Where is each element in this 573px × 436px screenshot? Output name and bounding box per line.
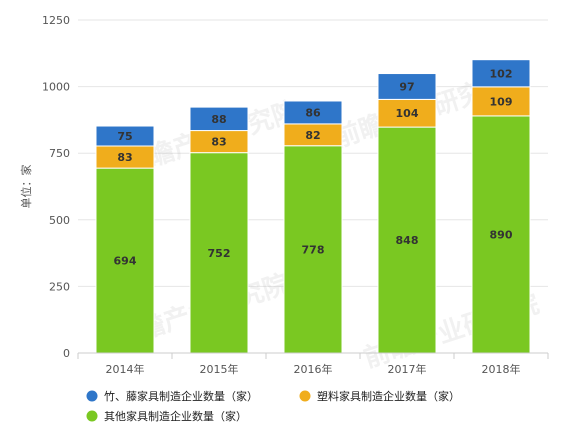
y-tick-label: 0 bbox=[63, 347, 70, 360]
data-label: 848 bbox=[396, 234, 419, 247]
bar-segment bbox=[95, 125, 155, 147]
data-label: 694 bbox=[114, 255, 137, 268]
data-label: 83 bbox=[117, 151, 132, 164]
x-tick-label: 2015年 bbox=[200, 362, 239, 376]
x-tick-label: 2017年 bbox=[388, 362, 427, 376]
legend-item[interactable]: 塑料家具制造企业数量（家） bbox=[299, 389, 461, 403]
bar-segment bbox=[471, 59, 531, 88]
data-labels: 694 83 75 752 83 88 778 82 86 848 104 97 890 109 102 bbox=[114, 67, 513, 267]
y-tick-label: 250 bbox=[49, 280, 70, 293]
bar-segment bbox=[471, 115, 531, 354]
bar-segment bbox=[377, 126, 437, 354]
data-label: 82 bbox=[305, 129, 320, 142]
legend-item[interactable]: 竹、藤家具制造企业数量（家） bbox=[86, 389, 259, 403]
legend-marker bbox=[299, 390, 311, 402]
legend-marker bbox=[86, 390, 98, 402]
data-label: 778 bbox=[302, 243, 325, 256]
data-label: 83 bbox=[211, 136, 226, 149]
bar-segment bbox=[283, 145, 343, 354]
data-label: 97 bbox=[399, 80, 414, 93]
bar-segment bbox=[283, 100, 343, 125]
data-label: 88 bbox=[211, 113, 226, 126]
data-label: 752 bbox=[208, 247, 231, 260]
bars bbox=[95, 59, 531, 354]
data-label: 109 bbox=[490, 95, 513, 108]
x-tick-label: 2018年 bbox=[482, 362, 521, 376]
legend: 竹、藤家具制造企业数量（家） 塑料家具制造企业数量（家） 其他家具制造企业数量（家） bbox=[86, 389, 461, 423]
y-tick-label: 1000 bbox=[42, 81, 70, 94]
y-axis-title: 单位：家 bbox=[19, 165, 33, 209]
y-tick-label: 750 bbox=[49, 147, 70, 160]
legend-label: 其他家具制造企业数量（家） bbox=[104, 409, 247, 423]
legend-marker bbox=[86, 410, 98, 422]
data-label: 102 bbox=[490, 67, 513, 80]
x-tick-label: 2014年 bbox=[106, 362, 145, 376]
legend-label: 竹、藤家具制造企业数量（家） bbox=[104, 389, 258, 403]
bar-segment bbox=[377, 73, 437, 100]
bar-segment bbox=[377, 98, 437, 128]
data-label: 86 bbox=[305, 106, 321, 119]
x-tick-label: 2016年 bbox=[294, 362, 333, 376]
legend-label: 塑料家具制造企业数量（家） bbox=[317, 389, 460, 403]
data-label: 75 bbox=[117, 130, 132, 143]
y-tick-label: 1250 bbox=[42, 14, 70, 27]
legend-item[interactable]: 其他家具制造企业数量（家） bbox=[86, 409, 248, 423]
data-label: 104 bbox=[396, 107, 419, 120]
bar-segment bbox=[189, 152, 249, 354]
y-tick-label: 500 bbox=[49, 214, 70, 227]
data-label: 890 bbox=[490, 228, 513, 241]
bar-segment bbox=[189, 106, 249, 132]
axes: 0 250 500 750 1000 1250 单位：家 2014年 2015年 2016年 201… bbox=[19, 14, 549, 376]
